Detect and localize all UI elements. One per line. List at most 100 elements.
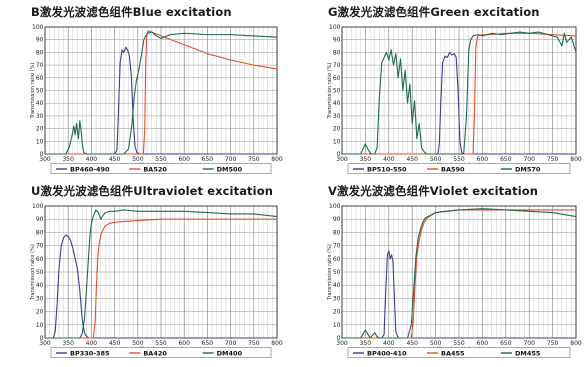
x-tick-label: 700 <box>225 340 237 347</box>
x-tick-label: 450 <box>109 340 121 347</box>
x-tick-label: 550 <box>155 156 167 163</box>
legend-label: BA590 <box>441 165 465 173</box>
chart-title: G激发光波滤色组件Green excitation <box>328 5 540 19</box>
x-tick-label: 400 <box>383 340 395 347</box>
y-tick-label: 0 <box>337 335 341 342</box>
y-tick-label: 100 <box>32 24 44 31</box>
x-tick-label: 500 <box>132 340 144 347</box>
x-tick-label: 700 <box>225 156 237 163</box>
y-tick-label: 90 <box>333 216 341 223</box>
legend-box <box>347 347 571 358</box>
series-line <box>342 31 577 155</box>
series-line <box>45 209 278 339</box>
x-tick-label: 650 <box>500 156 512 163</box>
y-tick-label: 10 <box>333 138 341 145</box>
legend-label: BP400-410 <box>367 349 407 357</box>
x-tick-label: 600 <box>477 340 489 347</box>
y-tick-label: 80 <box>36 229 44 236</box>
x-tick-label: 300 <box>39 156 51 163</box>
legend-label: BA520 <box>143 165 167 173</box>
violet-excitation-chart: 0 10 20 30 40 50 60 70 80 90 100 300 350 400 450 500 550… <box>327 203 582 358</box>
y-tick-label: 40 <box>36 282 44 289</box>
legend-label: BP510-550 <box>367 165 407 173</box>
y-tick-label: 10 <box>36 138 44 145</box>
y-tick-label: 50 <box>36 269 44 276</box>
chart-title: V激发光波滤色组件Violet excitation <box>328 184 539 198</box>
y-tick-label: 10 <box>333 322 341 329</box>
y-tick-label: 70 <box>36 62 44 69</box>
series-line <box>45 31 278 155</box>
x-tick-label: 500 <box>132 156 144 163</box>
y-tick-label: 0 <box>40 151 44 158</box>
y-tick-label: 80 <box>333 49 341 56</box>
y-axis-label: Transmission ratio (%) <box>327 244 333 301</box>
y-tick-label: 100 <box>329 24 341 31</box>
x-tick-label: 550 <box>453 340 465 347</box>
legend-box <box>347 163 571 174</box>
x-tick-label: 750 <box>547 340 559 347</box>
ultraviolet-excitation-chart: 0 10 20 30 40 50 60 70 80 90 100 300 350 400 450 500 550… <box>30 203 283 358</box>
y-axis-label: Transmission ratio (%) <box>30 244 36 301</box>
series-line <box>342 32 577 155</box>
y-tick-label: 10 <box>36 322 44 329</box>
x-tick-label: 750 <box>248 340 260 347</box>
x-tick-label: 500 <box>430 156 442 163</box>
x-tick-label: 400 <box>86 156 98 163</box>
y-axis-label: Transmission ratio (%) <box>30 63 36 120</box>
legend-label: DM500 <box>217 165 243 173</box>
x-tick-label: 700 <box>523 156 535 163</box>
legend-label: BA455 <box>441 349 465 357</box>
x-tick-label: 300 <box>336 156 348 163</box>
y-tick-label: 30 <box>333 113 341 120</box>
series-line <box>45 218 277 339</box>
x-tick-label: 800 <box>271 156 283 163</box>
x-tick-label: 450 <box>406 340 418 347</box>
x-tick-label: 750 <box>248 156 260 163</box>
x-tick-label: 800 <box>271 340 283 347</box>
y-tick-label: 50 <box>333 88 341 95</box>
x-tick-label: 800 <box>570 340 582 347</box>
x-tick-label: 650 <box>500 340 512 347</box>
y-tick-label: 80 <box>36 49 44 56</box>
series-line <box>45 234 277 339</box>
x-tick-label: 400 <box>383 156 395 163</box>
x-tick-label: 300 <box>39 340 51 347</box>
y-tick-label: 90 <box>333 37 341 44</box>
y-tick-label: 90 <box>36 216 44 223</box>
x-tick-label: 600 <box>178 156 190 163</box>
series-line <box>45 30 278 155</box>
y-tick-label: 100 <box>329 203 341 210</box>
legend-box <box>50 163 272 174</box>
x-tick-label: 350 <box>360 156 372 163</box>
x-tick-label: 600 <box>178 340 190 347</box>
x-tick-label: 550 <box>155 340 167 347</box>
x-tick-label: 350 <box>62 340 74 347</box>
y-tick-label: 0 <box>40 335 44 342</box>
x-tick-label: 750 <box>547 156 559 163</box>
y-tick-label: 40 <box>333 282 341 289</box>
legend-label: BP330-385 <box>70 349 110 357</box>
x-tick-label: 450 <box>109 156 121 163</box>
x-tick-label: 350 <box>62 156 74 163</box>
x-tick-label: 650 <box>202 156 214 163</box>
y-tick-label: 60 <box>36 256 44 263</box>
y-tick-label: 20 <box>36 126 44 133</box>
series-line <box>342 250 576 339</box>
y-tick-label: 60 <box>333 256 341 263</box>
y-axis-label: Transmission ratio (%) <box>327 63 333 120</box>
x-tick-label: 300 <box>336 340 348 347</box>
series-line <box>342 51 576 155</box>
y-tick-label: 30 <box>36 113 44 120</box>
y-tick-label: 70 <box>36 243 44 250</box>
blue-excitation-chart: 0 10 20 30 40 50 60 70 80 90 100 300 350 400 450 500 550… <box>30 24 283 174</box>
legend-label: DM400 <box>217 349 243 357</box>
x-tick-label: 450 <box>406 156 418 163</box>
y-tick-label: 20 <box>333 126 341 133</box>
y-tick-label: 30 <box>36 295 44 302</box>
x-tick-label: 800 <box>570 156 582 163</box>
legend-label: DM570 <box>515 165 541 173</box>
legend-label: BP460-490 <box>70 165 110 173</box>
y-tick-label: 30 <box>333 295 341 302</box>
x-tick-label: 400 <box>86 340 98 347</box>
series-line <box>45 46 277 155</box>
